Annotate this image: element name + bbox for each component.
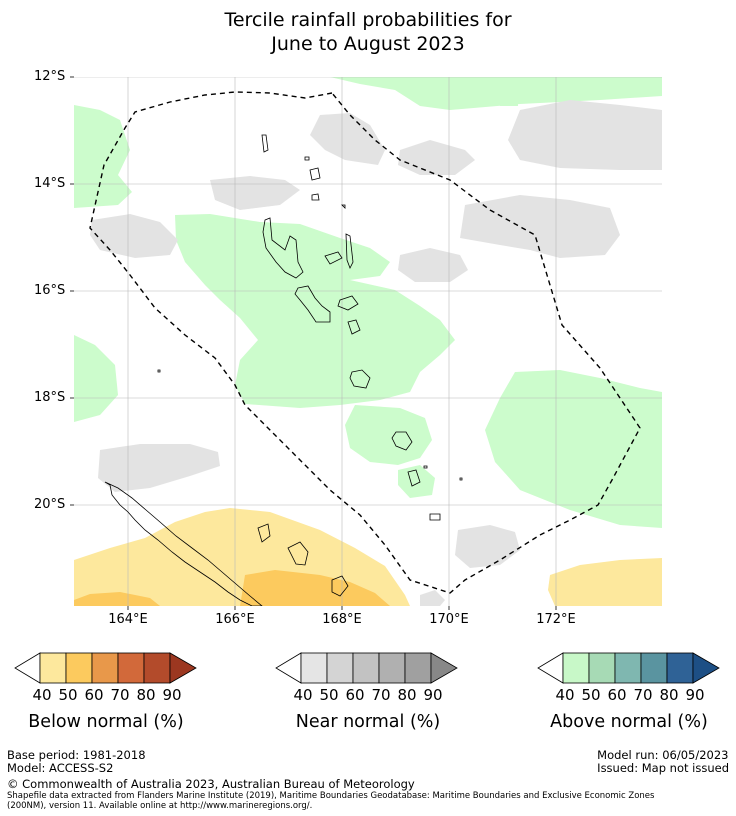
shapefile-credit: Shapefile data extracted from Flanders M… bbox=[7, 791, 729, 811]
cbar-tick: 70 bbox=[110, 686, 130, 704]
cbar-tick: 40 bbox=[293, 686, 313, 704]
island-outlines bbox=[104, 134, 463, 606]
small-island-dot bbox=[157, 369, 463, 481]
colorbar-segment bbox=[300, 652, 328, 684]
footer-left: Base period: 1981-2018 Model: ACCESS-S2 bbox=[7, 749, 146, 775]
cbar-tick: 50 bbox=[58, 686, 78, 704]
lon-label-164e: 164°E bbox=[108, 612, 148, 627]
forecast-map bbox=[70, 76, 662, 610]
cbar-tick: 80 bbox=[659, 686, 679, 704]
colorbar-low-extension bbox=[275, 652, 302, 684]
lon-label-170e: 170°E bbox=[429, 612, 469, 627]
footer-right: Model run: 06/05/2023 Issued: Map not is… bbox=[597, 749, 729, 775]
cbar-tick: 40 bbox=[32, 686, 52, 704]
cbar-tick: 60 bbox=[607, 686, 627, 704]
tanna-island bbox=[407, 469, 421, 487]
colorbar-above-normal bbox=[537, 652, 720, 684]
colorbar-segment bbox=[65, 652, 93, 684]
issued-status: Issued: Map not issued bbox=[597, 761, 729, 775]
cbar-tick: 60 bbox=[84, 686, 104, 704]
colorbar-below-title: Below normal (%) bbox=[28, 712, 184, 732]
colorbar-segment bbox=[378, 652, 406, 684]
cbar-tick: 80 bbox=[397, 686, 417, 704]
colorbar-near-normal bbox=[275, 652, 458, 684]
cbar-tick: 50 bbox=[581, 686, 601, 704]
colorbar-above-title: Above normal (%) bbox=[550, 712, 708, 732]
colorbar-below-normal bbox=[14, 652, 197, 684]
lat-label-14s: 14°S bbox=[34, 176, 66, 191]
lat-label-20s: 20°S bbox=[34, 497, 66, 512]
map-title: Tercile rainfall probabilities for June … bbox=[0, 8, 736, 56]
axis-ticks bbox=[70, 76, 557, 610]
colorbar-low-extension bbox=[537, 652, 564, 684]
colorbar-segment bbox=[39, 652, 67, 684]
lat-label-18s: 18°S bbox=[34, 390, 66, 405]
shapefile-credit-line-1: Shapefile data extracted from Flanders M… bbox=[7, 791, 655, 801]
loyalty-islands bbox=[257, 523, 349, 597]
colorbar-near-title: Near normal (%) bbox=[295, 712, 441, 732]
lon-label-168e: 168°E bbox=[322, 612, 362, 627]
colorbar-segment bbox=[562, 652, 590, 684]
model-name: Model: ACCESS-S2 bbox=[7, 761, 114, 775]
cbar-tick: 90 bbox=[423, 686, 443, 704]
colorbar-segment bbox=[640, 652, 668, 684]
epi-island bbox=[347, 319, 361, 335]
colorbar-segment bbox=[91, 652, 119, 684]
ambrym-island bbox=[337, 295, 359, 311]
colorbar-high-extension bbox=[692, 652, 720, 684]
cbar-tick: 80 bbox=[136, 686, 156, 704]
grid-lines bbox=[74, 77, 662, 606]
espiritu-santo-island bbox=[262, 217, 304, 279]
lat-label-12s: 12°S bbox=[34, 69, 66, 84]
title-line-2: June to August 2023 bbox=[271, 33, 465, 55]
cbar-tick: 90 bbox=[162, 686, 182, 704]
lon-label-166e: 166°E bbox=[215, 612, 255, 627]
new-caledonia-outline bbox=[104, 481, 263, 606]
cbar-tick: 50 bbox=[319, 686, 339, 704]
colorbar-high-extension bbox=[169, 652, 197, 684]
lon-label-172e: 172°E bbox=[536, 612, 576, 627]
cbar-tick: 40 bbox=[555, 686, 575, 704]
erromango-island bbox=[391, 431, 413, 451]
below-normal-regions bbox=[74, 508, 662, 606]
colorbar-segment bbox=[326, 652, 354, 684]
copyright-notice: © Commonwealth of Australia 2023, Austra… bbox=[7, 777, 415, 791]
colorbar-high-extension bbox=[430, 652, 458, 684]
colorbar-segment bbox=[143, 652, 171, 684]
cbar-tick: 90 bbox=[685, 686, 705, 704]
malakula-island bbox=[294, 285, 331, 323]
above-normal-regions bbox=[74, 77, 662, 528]
banks-islands bbox=[261, 134, 346, 209]
pentecost-island bbox=[345, 233, 354, 269]
title-line-1: Tercile rainfall probabilities for bbox=[224, 9, 512, 31]
colorbar-segment bbox=[588, 652, 616, 684]
aneityum-island bbox=[429, 513, 441, 521]
lat-label-16s: 16°S bbox=[34, 283, 66, 298]
eez-boundary bbox=[89, 91, 641, 594]
efate-island bbox=[349, 369, 371, 389]
model-run: Model run: 06/05/2023 bbox=[597, 748, 729, 762]
cbar-tick: 70 bbox=[371, 686, 391, 704]
cbar-tick: 70 bbox=[633, 686, 653, 704]
colorbar-segment bbox=[352, 652, 380, 684]
colorbar-segment bbox=[614, 652, 642, 684]
ambae-island bbox=[324, 251, 343, 265]
shapefile-credit-line-2: (200NM), version 11. Available online at… bbox=[7, 801, 313, 811]
colorbar-segment bbox=[404, 652, 432, 684]
colorbar-segment bbox=[666, 652, 694, 684]
cbar-tick: 60 bbox=[345, 686, 365, 704]
colorbar-low-extension bbox=[14, 652, 41, 684]
base-period: Base period: 1981-2018 bbox=[7, 748, 146, 762]
colorbar-segment bbox=[117, 652, 145, 684]
